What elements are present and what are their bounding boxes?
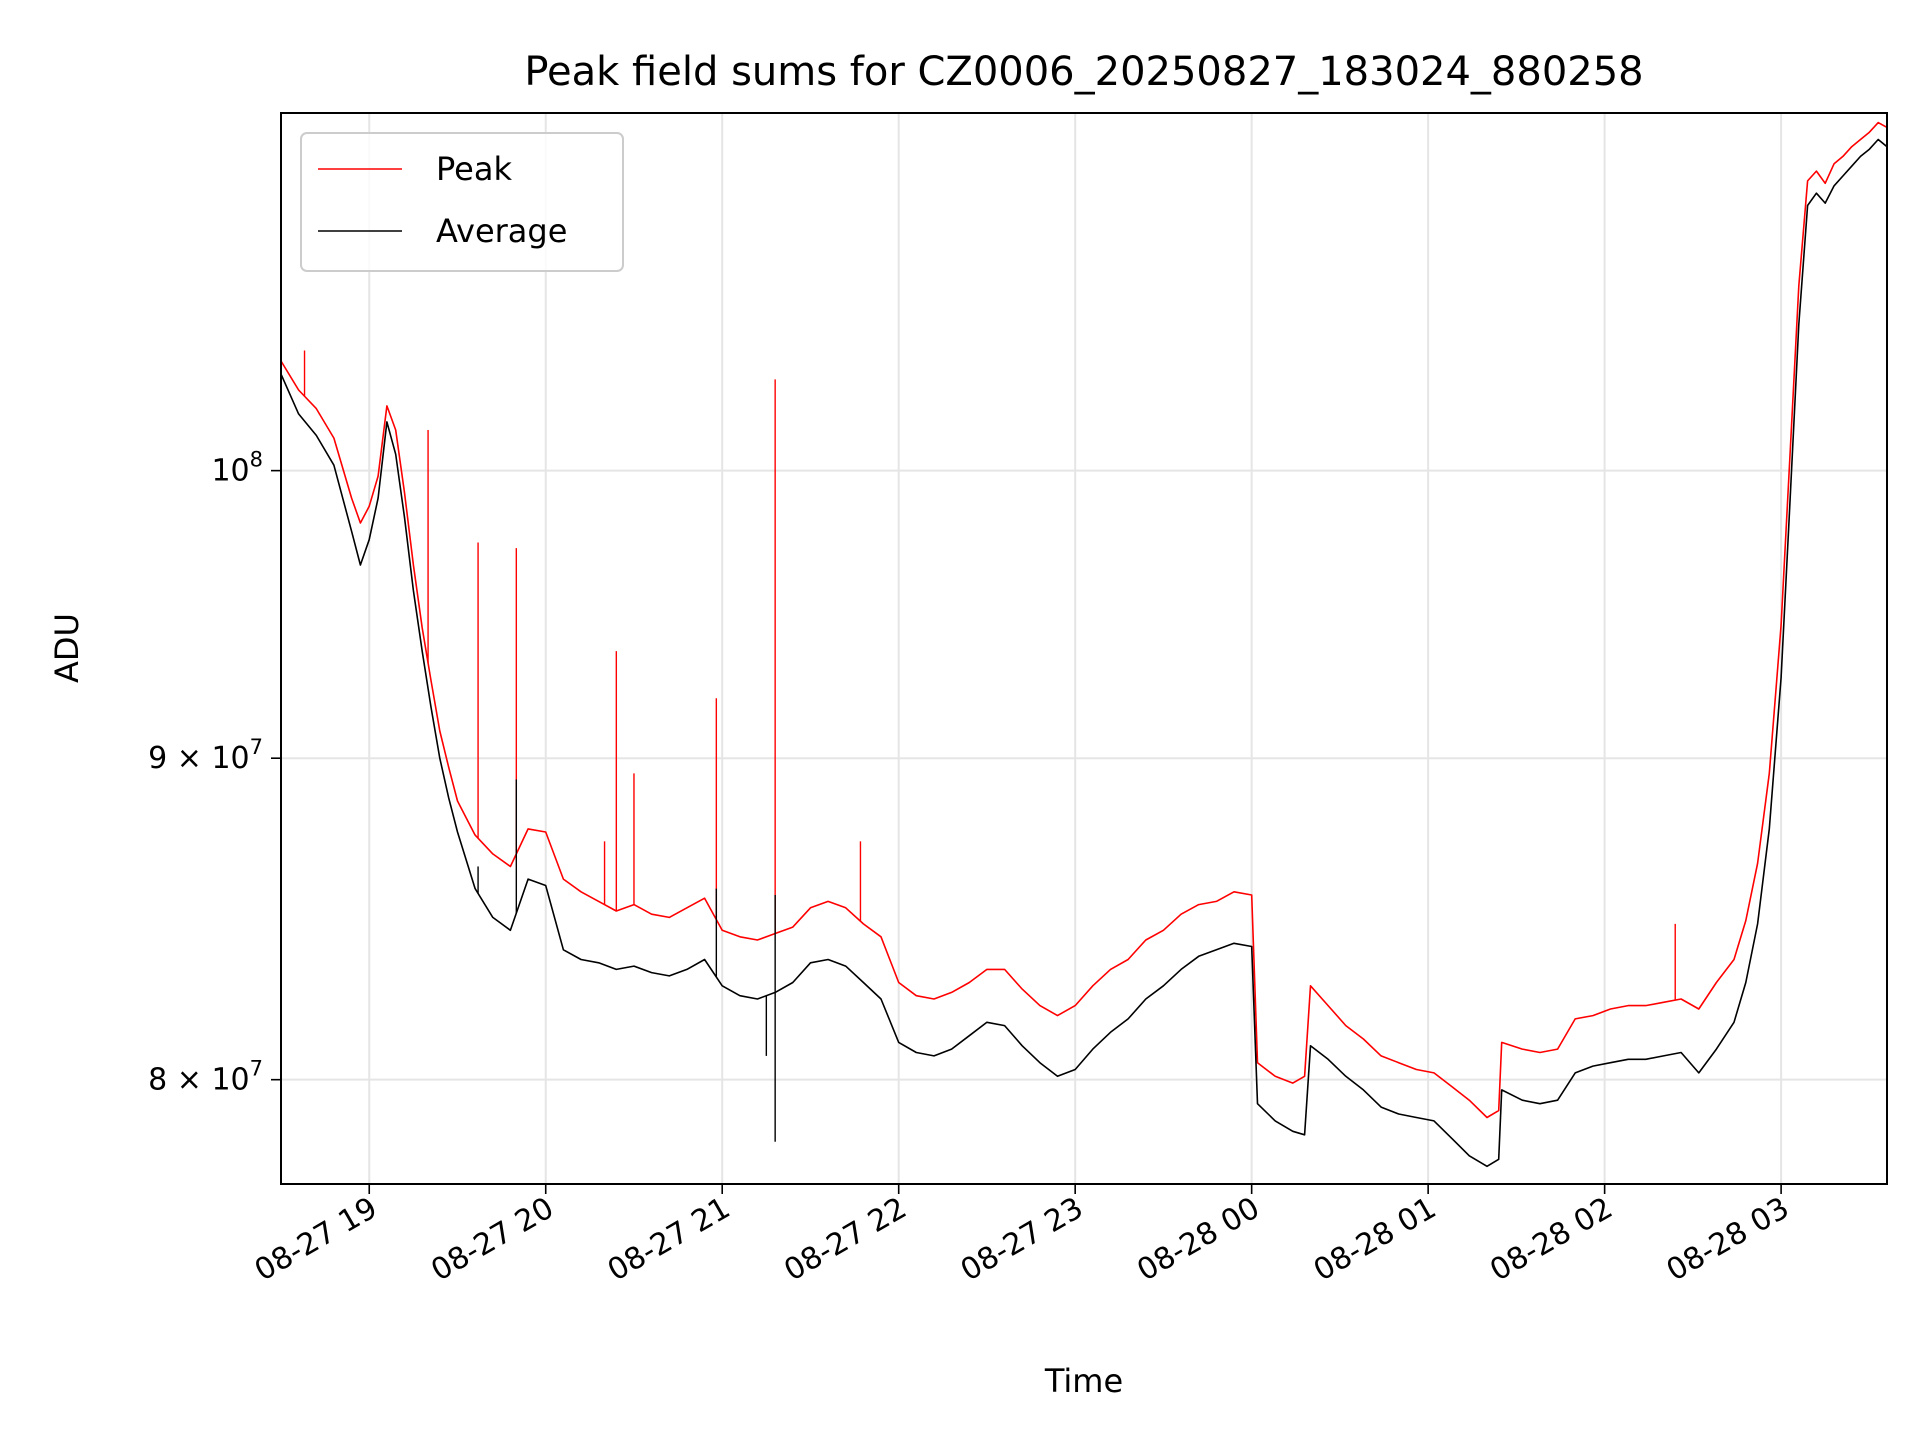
y-tick-label: 9 × 107	[148, 735, 263, 776]
legend-box	[300, 132, 624, 272]
y-tick-label: 8 × 107	[148, 1057, 263, 1098]
series-line-peak	[281, 121, 1887, 1119]
y-axis-ticks: 8 × 107 9 × 107 108	[148, 448, 281, 1098]
chart-title: Peak field sums for CZ0006_20250827_1830…	[524, 49, 1643, 95]
plot-frame	[280, 112, 1888, 1185]
y-axis-title: ADU	[48, 613, 86, 683]
grid	[281, 113, 1887, 1184]
x-axis-title: Time	[1044, 1362, 1123, 1400]
legend: Peak Average	[300, 132, 624, 272]
plot-series	[281, 121, 1887, 1168]
legend-label-peak: Peak	[436, 150, 512, 188]
series-line-average	[281, 138, 1887, 1168]
legend-label-average: Average	[436, 212, 567, 250]
y-tick-label: 108	[211, 448, 263, 489]
